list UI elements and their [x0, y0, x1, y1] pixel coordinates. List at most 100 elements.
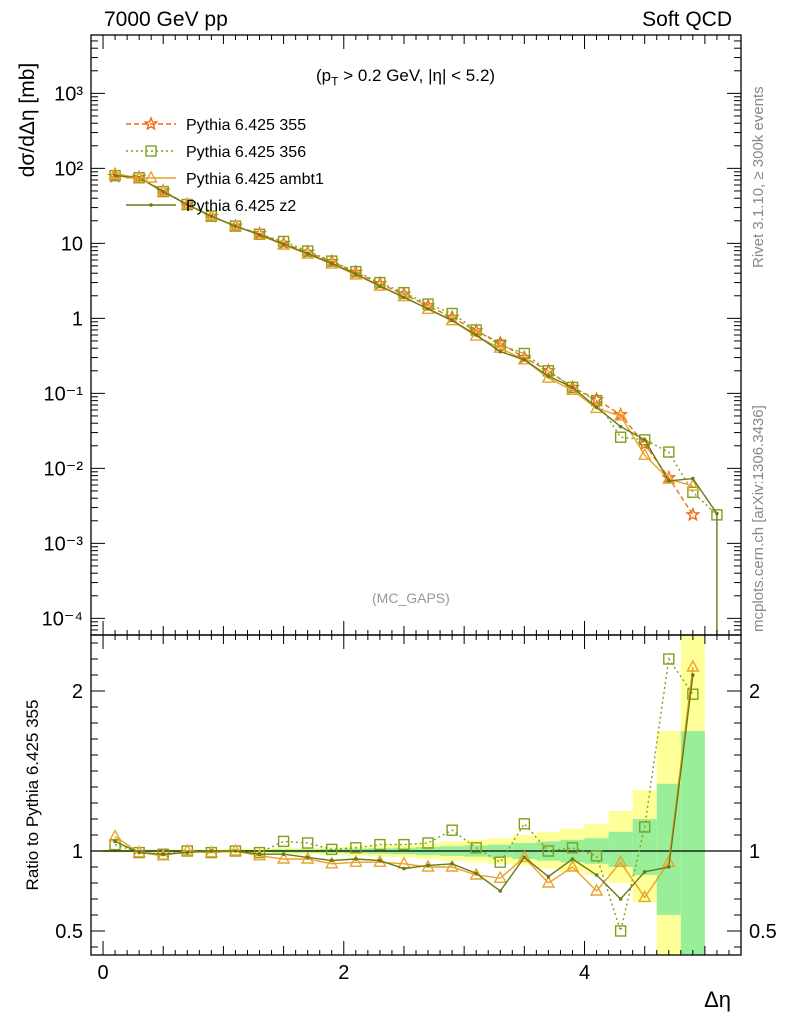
data-point	[281, 242, 286, 246]
y-tick-label: 1	[72, 308, 83, 330]
ratio-point	[329, 858, 334, 863]
data-point	[498, 349, 503, 354]
legend-label-0: Pythia 6.425 355	[186, 117, 306, 134]
ratio-point	[474, 871, 478, 876]
data-point	[209, 214, 214, 219]
y-tick-label: 10⁻¹	[44, 383, 84, 405]
series-line-0	[115, 175, 694, 516]
x-axis-label: Δη	[704, 987, 731, 1012]
data-point	[469, 328, 483, 341]
data-point	[113, 173, 117, 178]
mcplots-label: mcplots.cern.ch [arXiv:1306.3436]	[750, 405, 767, 632]
ratio-point	[422, 837, 434, 849]
ratio-y-tick-label-right: 1	[749, 841, 760, 863]
ratio-point	[233, 849, 238, 853]
ratio-point	[638, 889, 652, 903]
ratio-point	[301, 837, 314, 849]
legend-label-2: Pythia 6.425 ambt1	[186, 171, 324, 188]
data-point	[686, 478, 700, 491]
y-tick-label: 10⁻³	[44, 533, 84, 555]
ratio-point	[565, 859, 580, 872]
data-point	[663, 446, 675, 458]
series-line-3	[115, 174, 718, 514]
rivet-label: Rivet 3.1.10, ≥ 300k events	[750, 86, 767, 268]
energy-label: 7000 GeV pp	[104, 8, 228, 31]
ratio-point	[570, 857, 575, 861]
data-point	[570, 385, 575, 390]
ratio-point	[686, 659, 700, 672]
data-point	[354, 272, 358, 276]
y-tick-label: 10⁻⁴	[42, 608, 83, 630]
ratio-point	[113, 839, 117, 844]
ratio-point	[257, 852, 262, 856]
data-point	[618, 424, 623, 429]
data-point	[349, 267, 363, 280]
ratio-point	[642, 870, 647, 874]
mc-band-green	[680, 731, 705, 955]
x-tick-label: 0	[97, 962, 108, 984]
ratio-point	[469, 867, 483, 880]
ratio-point	[590, 850, 603, 862]
data-point	[642, 438, 647, 442]
data-point	[687, 486, 699, 498]
series-line-2	[114, 173, 694, 487]
ratio-point	[349, 854, 363, 867]
ratio-point	[546, 874, 551, 879]
data-point	[522, 358, 527, 362]
ratio-point	[277, 835, 290, 848]
ratio-point	[446, 824, 458, 836]
y-tick-label: 10	[61, 233, 83, 255]
ratio-point	[209, 849, 214, 853]
legend-marker-3	[149, 203, 153, 207]
ratio-point	[180, 843, 194, 856]
data-point	[257, 233, 262, 237]
ratio-point	[687, 688, 699, 700]
ratio-y-tick-label: 0.5	[55, 921, 83, 943]
ratio-y-tick-label-right: 0.5	[749, 921, 777, 943]
y-tick-label: 10²	[54, 158, 83, 180]
ratio-point	[639, 821, 651, 833]
data-point	[161, 189, 166, 194]
ratio-point	[185, 850, 190, 855]
ratio-point	[613, 854, 628, 867]
ratio-y-tick-label-right: 2	[749, 681, 760, 703]
ratio-point	[594, 873, 599, 877]
ratio-point	[542, 845, 555, 857]
ratio-point	[161, 852, 166, 856]
ratio-point	[378, 858, 382, 863]
ratio-point	[566, 842, 579, 854]
data-point	[132, 170, 146, 183]
data-point	[474, 333, 478, 337]
ratio-point	[109, 838, 121, 851]
data-point	[666, 479, 671, 483]
ratio-point	[426, 863, 430, 868]
ratio-point	[228, 843, 243, 856]
data-point	[329, 261, 334, 266]
data-point	[305, 251, 310, 256]
ratio-point	[522, 855, 527, 860]
data-point	[613, 406, 629, 422]
ratio-point	[494, 856, 506, 868]
mc-band-green	[632, 819, 657, 875]
ratio-point	[498, 889, 503, 893]
y-tick-label: 10⁻²	[44, 458, 84, 480]
ratio-point	[517, 849, 532, 863]
data-point	[402, 295, 406, 300]
data-point	[638, 447, 652, 460]
data-point	[546, 374, 551, 378]
data-point	[662, 471, 676, 484]
data-point	[589, 400, 604, 414]
ratio-point	[276, 851, 291, 864]
ratio-point	[445, 859, 459, 872]
data-point	[426, 307, 430, 311]
ratio-point	[325, 856, 339, 869]
legend-label-1: Pythia 6.425 356	[186, 144, 306, 161]
ratio-point	[374, 838, 386, 851]
ratio-point	[589, 883, 604, 896]
series-line-1	[115, 174, 718, 516]
ratio-y-tick-label: 2	[72, 681, 83, 703]
ratio-point	[402, 866, 406, 871]
data-point	[185, 202, 190, 207]
ratio-point	[691, 673, 695, 677]
data-point	[450, 318, 454, 323]
